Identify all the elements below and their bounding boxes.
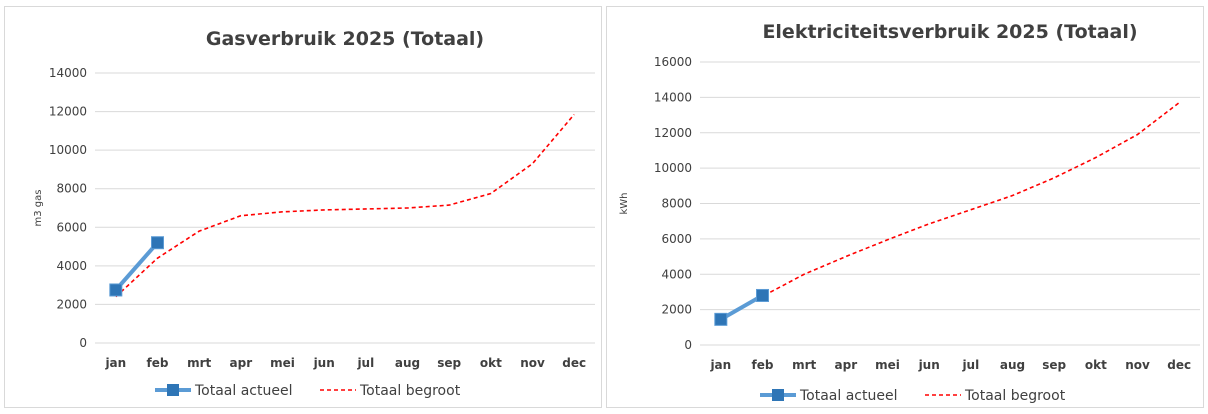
x-tick-label: apr [835, 358, 858, 372]
x-tick-label: mrt [792, 358, 816, 372]
y-tick-label: 8000 [661, 197, 692, 211]
gas-chart: Gasverbruik 2025 (Totaal) 0 2000 4000 6000 80… [33, 28, 595, 399]
y-tick-label: 16000 [654, 55, 692, 69]
y-tick-label: 4000 [661, 267, 692, 281]
legend-marker-totaal-actueel [772, 389, 784, 401]
legend-marker-totaal-actueel [167, 384, 179, 396]
x-tick-label: jan [709, 358, 731, 372]
x-tick-label: mei [875, 358, 900, 372]
chart-title: Gasverbruik 2025 (Totaal) [206, 28, 484, 50]
x-tick-label: jul [356, 356, 374, 370]
x-tick-label: apr [230, 356, 253, 370]
legend-label-totaal-begroot: Totaal begroot [359, 383, 461, 399]
y-axis-label: m3 gas [33, 190, 44, 227]
x-tick-label: nov [520, 356, 545, 370]
y-tick-label: 12000 [49, 105, 87, 119]
x-tick-label: dec [1167, 358, 1191, 372]
electricity-chart: Elektriciteitsverbruik 2025 (Totaal) 0 200… [619, 21, 1200, 404]
x-tick-label: jan [104, 356, 126, 370]
x-tick-label: aug [395, 356, 420, 370]
legend-label-totaal-actueel: Totaal actueel [194, 383, 292, 399]
y-tick-label: 2000 [661, 303, 692, 317]
legend-label-totaal-actueel: Totaal actueel [799, 388, 897, 404]
series-line-totaal-begroot [115, 113, 575, 298]
data-point-totaal-actueel [109, 283, 123, 297]
y-tick-label: 0 [79, 336, 87, 350]
legend-label-totaal-begroot: Totaal begroot [964, 388, 1066, 404]
gas-chart-panel: Gasverbruik 2025 (Totaal) 0 2000 4000 6000 80… [4, 6, 602, 408]
y-tick-label: 14000 [654, 90, 692, 104]
y-tick-label: 2000 [56, 297, 87, 311]
data-point-totaal-actueel [151, 236, 164, 250]
y-tick-label: 12000 [654, 126, 692, 140]
y-tick-label: 4000 [56, 259, 87, 273]
y-tick-label: 8000 [56, 182, 87, 196]
series-line-totaal-actueel [719, 293, 764, 322]
y-axis-label: kWh [619, 192, 630, 214]
x-tick-label: jul [961, 358, 979, 372]
y-tick-label: 6000 [56, 220, 87, 234]
x-tick-label: okt [1085, 358, 1107, 372]
x-tick-label: dec [562, 356, 586, 370]
series-line-totaal-actueel [114, 241, 160, 292]
data-point-totaal-actueel [714, 312, 728, 326]
y-tick-label: 14000 [49, 66, 87, 80]
x-tick-label: feb [752, 358, 774, 372]
x-tick-label: mrt [187, 356, 211, 370]
x-tick-label: sep [1042, 358, 1066, 372]
x-tick-label: okt [480, 356, 502, 370]
y-tick-label: 10000 [654, 161, 692, 175]
x-tick-label: sep [437, 356, 461, 370]
x-tick-label: jun [918, 358, 940, 372]
x-tick-label: jun [313, 356, 335, 370]
electricity-chart-panel: Elektriciteitsverbruik 2025 (Totaal) 0 200… [606, 6, 1204, 408]
data-point-totaal-actueel [756, 288, 769, 302]
y-tick-label: 6000 [661, 232, 692, 246]
x-tick-label: aug [1000, 358, 1025, 372]
y-tick-label: 10000 [49, 143, 87, 157]
x-tick-label: feb [147, 356, 169, 370]
x-tick-label: mei [270, 356, 295, 370]
x-tick-label: nov [1125, 358, 1150, 372]
chart-title: Elektriciteitsverbruik 2025 (Totaal) [762, 21, 1137, 43]
series-line-totaal-begroot [720, 102, 1180, 320]
y-tick-label: 0 [684, 338, 692, 352]
